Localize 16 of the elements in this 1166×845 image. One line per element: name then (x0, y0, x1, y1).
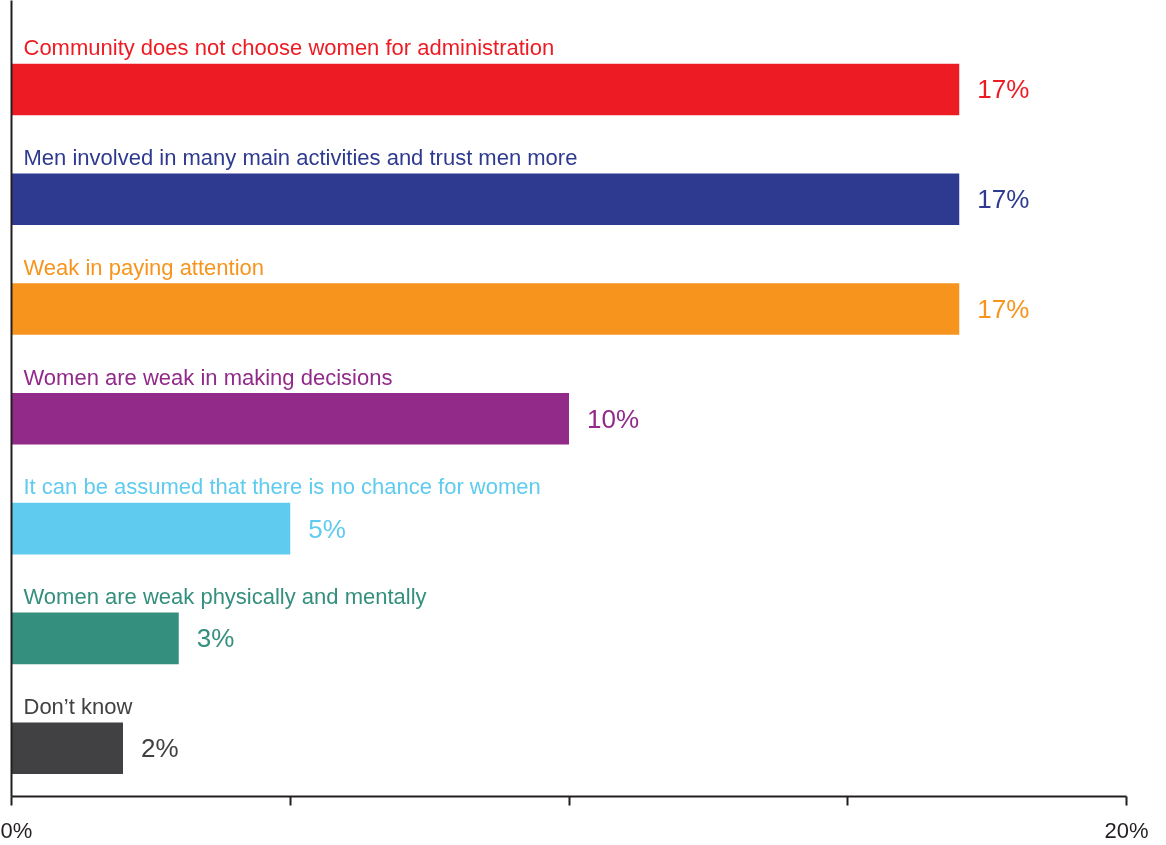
y-tick-label: Men involved in many main activities and trust men more (23, 145, 578, 170)
x-tick-label: 20% (1104, 817, 1149, 843)
x-tick-label: 0% (0, 817, 33, 843)
y-tick-label: It can be assumed that there is no chance for women (23, 474, 541, 500)
y-tick-label: Women are weak in making decisions (23, 364, 393, 390)
y-tick-label: Community does not choose women for administration (23, 35, 555, 61)
y-tick-label: Weak in paying attention (23, 254, 265, 280)
data-label: 17% (977, 74, 1030, 105)
data-label: 3% (196, 623, 235, 654)
data-label: 10% (587, 403, 640, 434)
data-label: 5% (308, 513, 346, 544)
data-label: 2% (141, 733, 179, 764)
data-label: 17% (977, 184, 1030, 215)
y-tick-label: Women are weak physically and mentally (23, 584, 427, 610)
y-tick-label: Don’t know (23, 693, 133, 719)
data-label: 17% (977, 294, 1030, 325)
